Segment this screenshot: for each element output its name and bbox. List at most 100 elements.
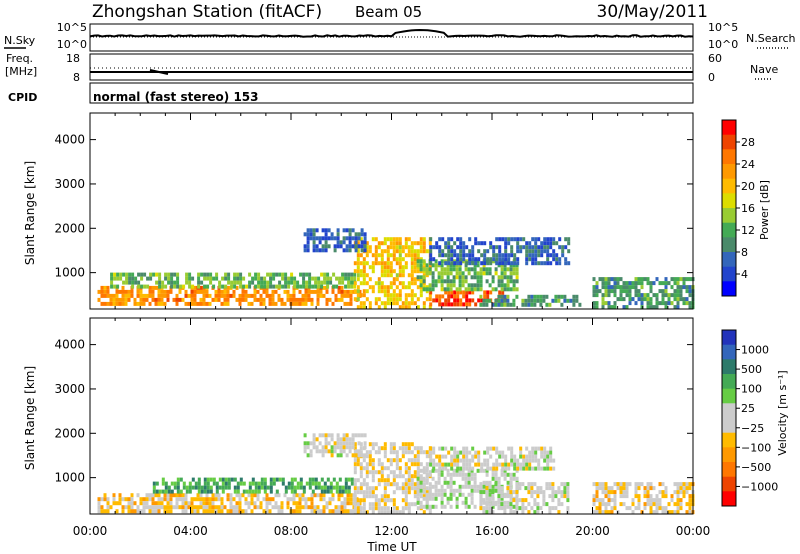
power-cell — [661, 293, 665, 298]
power-cell — [554, 298, 558, 303]
velocity-cell — [362, 502, 366, 507]
power-cell — [595, 301, 599, 306]
power-cell — [121, 285, 125, 290]
power-cell — [356, 289, 360, 294]
power-cell — [404, 285, 408, 290]
velocity-cell — [467, 476, 471, 481]
power-cell — [368, 265, 372, 270]
power-cell — [479, 283, 483, 288]
velocity-cell — [395, 506, 399, 511]
power-cell — [116, 276, 120, 281]
velocity-cell — [491, 468, 495, 473]
velocity-cell — [109, 505, 113, 510]
velocity-cell — [506, 500, 510, 505]
velocity-cell — [480, 462, 484, 467]
power-cell — [676, 281, 680, 286]
power-cell — [473, 283, 477, 288]
power-cell — [298, 289, 302, 294]
velocity-cell — [432, 462, 436, 467]
power-cell — [383, 293, 387, 298]
power-cell — [218, 280, 222, 285]
power-cell — [343, 289, 347, 294]
velocity-cell — [509, 476, 513, 481]
velocity-cell — [136, 509, 140, 514]
velocity-colorbar-tick-label: 25 — [741, 402, 755, 415]
velocity-colorbar-swatch — [722, 462, 736, 478]
beam-title: Beam 05 — [355, 3, 422, 21]
velocity-cell — [272, 481, 276, 486]
x-tick-label: 16:00 — [475, 524, 510, 538]
velocity-cell — [443, 492, 447, 497]
velocity-cell — [311, 489, 315, 494]
velocity-cell — [115, 509, 119, 514]
velocity-cell — [444, 446, 448, 451]
velocity-cell — [344, 489, 348, 494]
power-cell — [398, 289, 402, 294]
velocity-cell — [598, 482, 602, 487]
velocity-cell — [467, 504, 471, 509]
power-cell — [118, 297, 122, 302]
velocity-cell — [530, 490, 534, 495]
velocity-cell — [339, 449, 343, 454]
power-cell — [196, 289, 200, 294]
velocity-cell — [351, 441, 355, 446]
power-cell — [404, 305, 408, 310]
power-cell — [607, 277, 611, 282]
power-cell — [512, 287, 516, 292]
velocity-cell — [468, 458, 472, 463]
velocity-cell — [380, 510, 384, 515]
power-cell — [447, 249, 451, 254]
power-cell — [206, 276, 210, 281]
velocity-cells — [97, 433, 695, 515]
power-cell — [230, 284, 234, 289]
power-cell — [473, 275, 477, 280]
power-cell — [456, 237, 460, 242]
velocity-cell — [531, 458, 535, 463]
power-cell — [410, 277, 414, 282]
velocity-cell — [353, 498, 357, 503]
velocity-cell — [338, 477, 342, 482]
power-cell — [137, 280, 141, 285]
power-cell — [407, 281, 411, 286]
velocity-cell — [522, 462, 526, 467]
velocity-cell — [324, 441, 328, 446]
power-cell — [670, 293, 674, 298]
power-cell — [438, 298, 442, 303]
power-cell — [244, 293, 248, 298]
velocity-cell — [512, 504, 516, 509]
velocity-cell — [497, 486, 501, 491]
velocity-cell — [315, 449, 319, 454]
velocity-cell — [515, 494, 519, 499]
velocity-cell — [482, 500, 486, 505]
power-cell — [163, 289, 167, 294]
power-cell — [311, 276, 315, 281]
velocity-cell — [419, 476, 423, 481]
velocity-cell — [566, 498, 570, 503]
power-cell — [455, 275, 459, 280]
velocity-cell — [598, 486, 602, 491]
power-cell — [383, 249, 387, 254]
power-cell — [146, 276, 150, 281]
power-cell — [342, 236, 346, 241]
velocity-cell — [342, 449, 346, 454]
velocity-cell — [321, 449, 325, 454]
velocity-cell — [336, 433, 340, 438]
velocity-colorbar-swatch — [722, 344, 736, 360]
velocity-cell — [208, 497, 212, 502]
velocity-cell — [106, 509, 110, 514]
velocity-cell — [422, 496, 426, 501]
power-cell — [334, 297, 338, 302]
velocity-cell — [652, 498, 656, 503]
velocity-cell — [331, 509, 335, 514]
power-cell — [471, 245, 475, 250]
power-cell — [161, 284, 165, 289]
power-cell — [539, 298, 543, 303]
power-cell — [312, 232, 316, 237]
power-cell — [112, 293, 116, 298]
power-cell — [348, 236, 352, 241]
power-cell — [308, 280, 312, 285]
velocity-cell — [250, 493, 254, 498]
power-cell — [441, 253, 445, 258]
velocity-cell — [479, 468, 483, 473]
power-cell — [347, 284, 351, 289]
